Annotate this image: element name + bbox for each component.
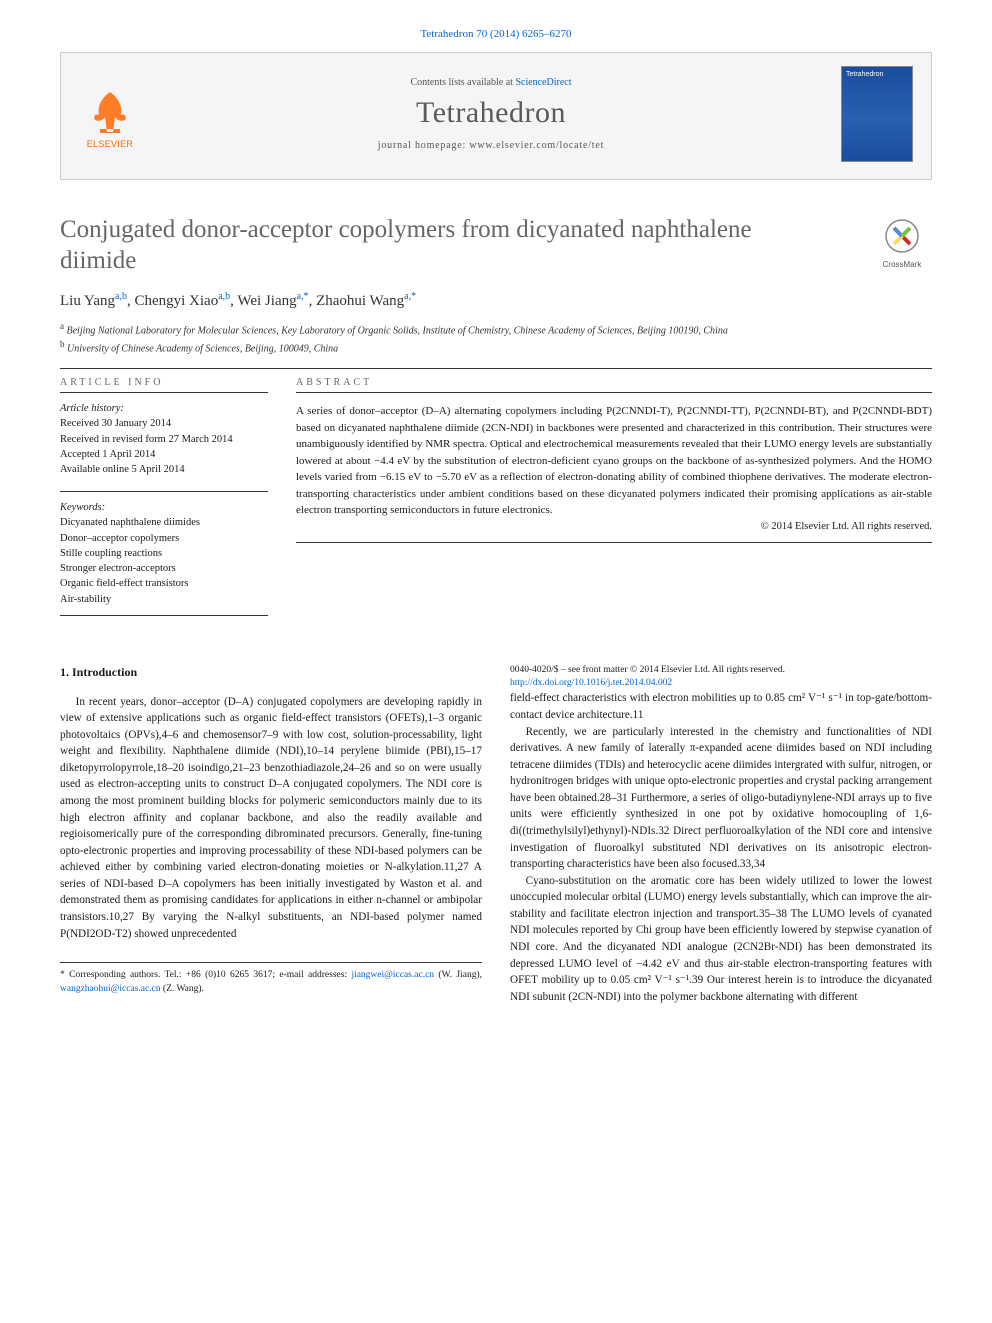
author-1-aff: a,b	[115, 291, 127, 302]
doi-link[interactable]: http://dx.doi.org/10.1016/j.tet.2014.04.…	[510, 678, 672, 688]
crossmark-icon	[884, 218, 920, 254]
email-2-name: (Z. Wang).	[161, 984, 204, 994]
article-info-head: ARTICLE INFO	[60, 377, 268, 388]
bottom-copyright: 0040-4020/$ – see front matter © 2014 El…	[510, 664, 932, 691]
homepage-url[interactable]: www.elsevier.com/locate/tet	[469, 140, 604, 151]
accepted-date: Accepted 1 April 2014	[60, 447, 268, 462]
article-title: Conjugated donor-acceptor copolymers fro…	[60, 214, 820, 277]
affiliations: a Beijing National Laboratory for Molecu…	[60, 320, 932, 357]
author-1[interactable]: Liu Yang	[60, 293, 115, 309]
abstract-head: ABSTRACT	[296, 377, 932, 388]
affiliation-a-text: Beijing National Laboratory for Molecula…	[67, 325, 728, 336]
author-3[interactable]: , Wei Jiang	[230, 293, 296, 309]
sciencedirect-link[interactable]: ScienceDirect	[515, 77, 571, 88]
elsevier-logo[interactable]: ELSEVIER	[79, 79, 141, 149]
contents-prefix: Contents lists available at	[410, 77, 515, 88]
history-label: Article history:	[60, 401, 268, 416]
online-date: Available online 5 April 2014	[60, 462, 268, 477]
email-1-name: (W. Jiang),	[434, 970, 482, 980]
author-3-aff: a,*	[297, 291, 309, 302]
elsevier-tree-icon	[85, 87, 135, 137]
keywords-label: Keywords:	[60, 500, 268, 515]
history-block: Article history: Received 30 January 201…	[60, 392, 268, 477]
cover-title: Tetrahedron	[846, 71, 908, 78]
keyword-1: Dicyanated naphthalene diimides	[60, 515, 268, 530]
intro-para-2: field-effect characteristics with electr…	[510, 690, 932, 723]
affiliation-a: a Beijing National Laboratory for Molecu…	[60, 320, 932, 338]
page-root: Tetrahedron 70 (2014) 6265–6270 ELSEVIER…	[0, 0, 992, 1046]
author-2-aff: a,b	[218, 291, 230, 302]
keywords-block: Keywords: Dicyanated naphthalene diimide…	[60, 491, 268, 616]
abstract-column: ABSTRACT A series of donor–acceptor (D–A…	[296, 377, 932, 616]
keyword-5: Organic field-effect transistors	[60, 576, 268, 591]
journal-name: Tetrahedron	[141, 96, 841, 130]
info-abstract-row: ARTICLE INFO Article history: Received 3…	[60, 377, 932, 616]
header-center: Contents lists available at ScienceDirec…	[141, 77, 841, 151]
top-citation: Tetrahedron 70 (2014) 6265–6270	[60, 28, 932, 40]
contents-line: Contents lists available at ScienceDirec…	[141, 77, 841, 88]
keyword-3: Stille coupling reactions	[60, 546, 268, 561]
affiliation-b-text: University of Chinese Academy of Science…	[67, 343, 338, 354]
citation-link[interactable]: Tetrahedron 70 (2014) 6265–6270	[420, 28, 571, 40]
author-list: Liu Yanga,b, Chengyi Xiaoa,b, Wei Jianga…	[60, 291, 932, 310]
revised-date: Received in revised form 27 March 2014	[60, 432, 268, 447]
elsevier-text: ELSEVIER	[87, 139, 133, 149]
crossmark-label: CrossMark	[872, 260, 932, 269]
section-1-heading: 1. Introduction	[60, 664, 482, 682]
keyword-2: Donor–acceptor copolymers	[60, 531, 268, 546]
cover-thumbnail[interactable]: Tetrahedron	[841, 66, 913, 162]
intro-para-1: In recent years, donor–acceptor (D–A) co…	[60, 694, 482, 943]
divider	[60, 368, 932, 369]
abstract-bottom-rule	[296, 542, 932, 543]
journal-header: ELSEVIER Contents lists available at Sci…	[60, 52, 932, 180]
email-1[interactable]: jiangwei@iccas.ac.cn	[351, 970, 434, 980]
footnote-text: * Corresponding authors. Tel.: +86 (0)10…	[60, 970, 351, 980]
article-info-column: ARTICLE INFO Article history: Received 3…	[60, 377, 268, 616]
email-2[interactable]: wangzhaohui@iccas.ac.cn	[60, 984, 161, 994]
keyword-6: Air-stability	[60, 592, 268, 607]
homepage-line: journal homepage: www.elsevier.com/locat…	[141, 140, 841, 151]
author-4-aff: a,*	[404, 291, 416, 302]
crossmark-badge[interactable]: CrossMark	[872, 218, 932, 269]
intro-para-4: Cyano-substitution on the aromatic core …	[510, 873, 932, 1006]
keyword-4: Stronger electron-acceptors	[60, 561, 268, 576]
abstract-text: A series of donor–acceptor (D–A) alterna…	[296, 392, 932, 519]
received-date: Received 30 January 2014	[60, 416, 268, 431]
homepage-label: journal homepage:	[378, 140, 470, 151]
body-columns: 1. Introduction In recent years, donor–a…	[60, 664, 932, 1006]
copyright-line: © 2014 Elsevier Ltd. All rights reserved…	[296, 521, 932, 532]
front-matter-line: 0040-4020/$ – see front matter © 2014 El…	[510, 664, 932, 677]
intro-para-3: Recently, we are particularly interested…	[510, 724, 932, 873]
corresponding-footnote: * Corresponding authors. Tel.: +86 (0)10…	[60, 962, 482, 996]
article-header: CrossMark Conjugated donor-acceptor copo…	[60, 214, 932, 356]
affiliation-b: b University of Chinese Academy of Scien…	[60, 338, 932, 356]
author-2[interactable]: , Chengyi Xiao	[127, 293, 218, 309]
author-4[interactable]: , Zhaohui Wang	[309, 293, 405, 309]
